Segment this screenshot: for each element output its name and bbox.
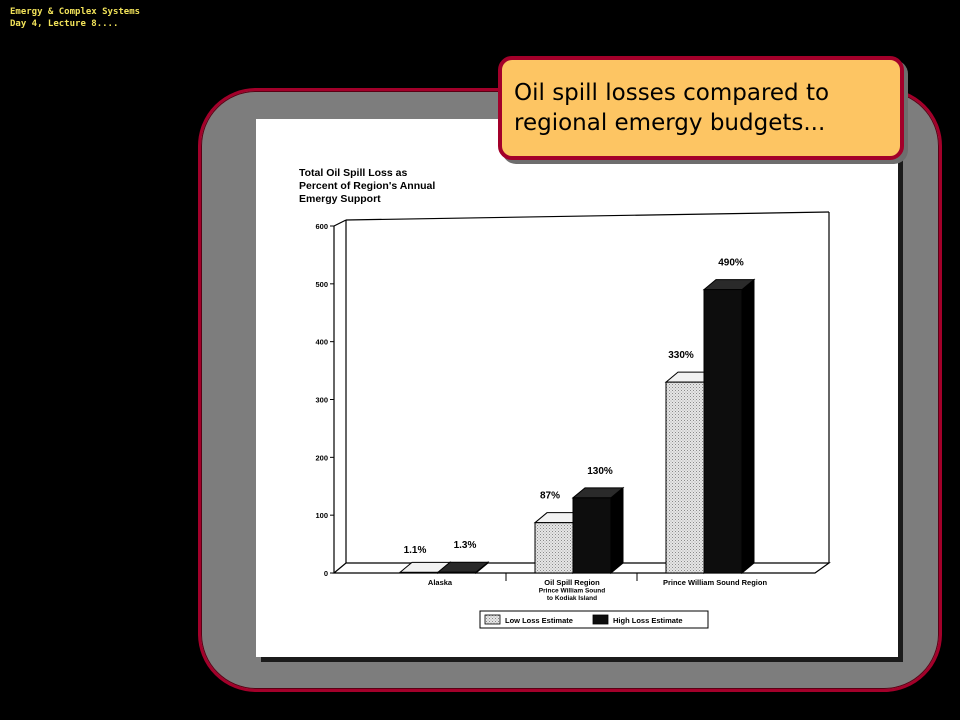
bar-side bbox=[610, 486, 624, 575]
bar-front bbox=[399, 571, 439, 574]
data-label: 87% bbox=[540, 491, 560, 502]
legend-label-low: Low Loss Estimate bbox=[505, 616, 573, 625]
bar bbox=[702, 278, 756, 575]
bar-front bbox=[665, 381, 705, 574]
bar-side bbox=[741, 278, 755, 575]
legend-swatch-low bbox=[484, 614, 501, 625]
y-tick-label: 200 bbox=[315, 453, 328, 462]
y-tick-label: 500 bbox=[315, 280, 328, 289]
bar bbox=[571, 486, 625, 575]
chart-title-line: Emergy Support bbox=[299, 193, 381, 205]
bar-front bbox=[437, 571, 477, 574]
y-tick-label: 0 bbox=[324, 569, 328, 578]
bar-front bbox=[534, 522, 574, 574]
lecture-label: Day 4, Lecture 8.... bbox=[10, 19, 119, 29]
y-tick-label: 600 bbox=[315, 222, 328, 231]
callout-text: Oil spill losses compared to regional em… bbox=[514, 80, 830, 136]
legend-swatch-high bbox=[592, 614, 609, 625]
y-tick-label: 100 bbox=[315, 511, 328, 520]
y-axis: 0 100 200 300 400 500 600 bbox=[315, 222, 334, 578]
slide-header: Emergy & Complex Systems Day 4, Lecture … bbox=[10, 6, 140, 30]
bar-front bbox=[703, 289, 743, 574]
category-label: Prince William Sound bbox=[539, 588, 605, 595]
data-label: 1.3% bbox=[454, 540, 477, 551]
y-tick-label: 300 bbox=[315, 396, 328, 405]
chart-title-line: Total Oil Spill Loss as bbox=[299, 167, 407, 179]
data-label: 330% bbox=[668, 350, 694, 361]
legend-label-high: High Loss Estimate bbox=[613, 616, 683, 625]
legend: Low Loss Estimate High Loss Estimate bbox=[479, 610, 709, 629]
y-tick-label: 400 bbox=[315, 338, 328, 347]
plot-back-top-edge bbox=[345, 211, 830, 221]
category-label: Alaska bbox=[428, 578, 453, 587]
bars: 1.1% 87% 330% 1.3% 130% 490% bbox=[398, 258, 756, 575]
data-label: 1.1% bbox=[404, 545, 427, 556]
bar bbox=[436, 561, 490, 575]
course-title: Emergy & Complex Systems bbox=[10, 7, 141, 17]
bar-front bbox=[572, 497, 612, 574]
chart-title-line: Percent of Region's Annual bbox=[299, 180, 435, 192]
category-label: Oil Spill Region bbox=[544, 578, 600, 587]
plot-corner-edge bbox=[333, 219, 347, 227]
category-label: Prince William Sound Region bbox=[663, 578, 768, 587]
data-label: 130% bbox=[587, 466, 613, 477]
category-label: to Kodiak Island bbox=[547, 595, 597, 602]
callout-box: Oil spill losses compared to regional em… bbox=[498, 56, 904, 160]
data-label: 490% bbox=[718, 258, 744, 269]
